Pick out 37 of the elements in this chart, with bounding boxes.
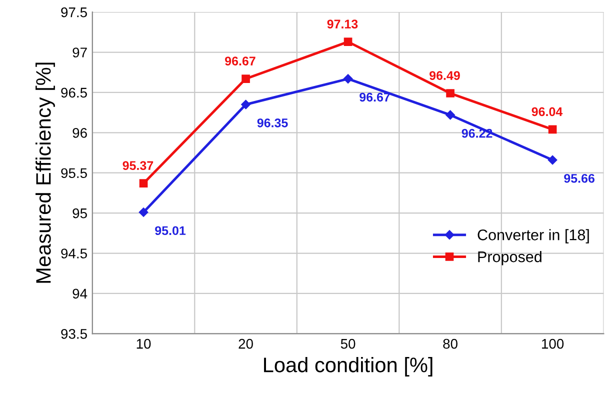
data-label: 96.35 — [257, 118, 288, 128]
legend-label: Proposed — [478, 250, 542, 266]
point — [138, 208, 148, 217]
point — [446, 89, 454, 98]
x-tick-label: 80 — [443, 338, 458, 349]
data-label: 97.13 — [327, 20, 358, 29]
data-label: 95.01 — [155, 226, 186, 236]
y-tick-label: 95 — [72, 208, 87, 218]
point — [548, 155, 558, 165]
point — [344, 38, 352, 46]
y-axis-title: Measured Efficiency [%] — [36, 62, 55, 283]
point — [446, 110, 455, 120]
y-tick-label: 93.5 — [61, 328, 87, 339]
point — [548, 125, 557, 134]
data-label: 95.37 — [122, 161, 154, 170]
y-tick-label: 97.5 — [61, 7, 87, 18]
x-tick-label: 10 — [136, 338, 151, 349]
y-tick-label: 96.5 — [61, 88, 87, 98]
y-tick-label: 96 — [72, 128, 87, 138]
y-tick-label: 95.5 — [61, 168, 87, 178]
x-tick-label: 20 — [238, 338, 253, 349]
legend-label: Converter in [18] — [478, 229, 589, 244]
point — [241, 100, 250, 110]
data-label: 95.66 — [564, 174, 594, 183]
point — [242, 74, 250, 83]
data-label: 96.04 — [532, 107, 563, 116]
y-tick-label: 94 — [72, 288, 88, 299]
x-axis-title: Load condition [%] — [264, 357, 432, 376]
point — [343, 74, 353, 84]
data-label: 96.67 — [360, 92, 390, 102]
point — [139, 179, 148, 188]
data-label: 96.67 — [225, 56, 256, 66]
x-tick-label: 100 — [542, 338, 564, 349]
y-tick-label: 94.5 — [61, 248, 87, 258]
x-tick-label: 50 — [340, 338, 356, 349]
y-tick-label: 97 — [72, 48, 87, 58]
data-label: 96.49 — [430, 71, 460, 80]
